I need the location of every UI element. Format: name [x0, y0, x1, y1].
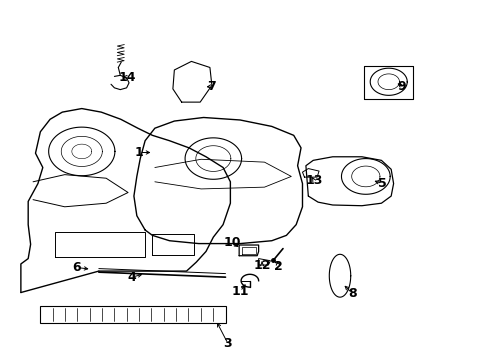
Text: 13: 13 — [305, 174, 323, 187]
Text: 6: 6 — [73, 261, 81, 274]
Text: 9: 9 — [397, 80, 406, 93]
Text: 11: 11 — [231, 285, 249, 298]
Text: 1: 1 — [135, 146, 144, 159]
Text: 14: 14 — [119, 71, 136, 84]
Text: 2: 2 — [274, 260, 283, 273]
Text: 7: 7 — [207, 80, 216, 93]
Text: 5: 5 — [378, 177, 387, 190]
Text: 12: 12 — [253, 258, 271, 271]
Text: 10: 10 — [223, 236, 241, 249]
Text: 8: 8 — [348, 287, 357, 300]
FancyBboxPatch shape — [40, 306, 225, 323]
Text: 3: 3 — [223, 337, 232, 350]
Text: 4: 4 — [127, 271, 136, 284]
